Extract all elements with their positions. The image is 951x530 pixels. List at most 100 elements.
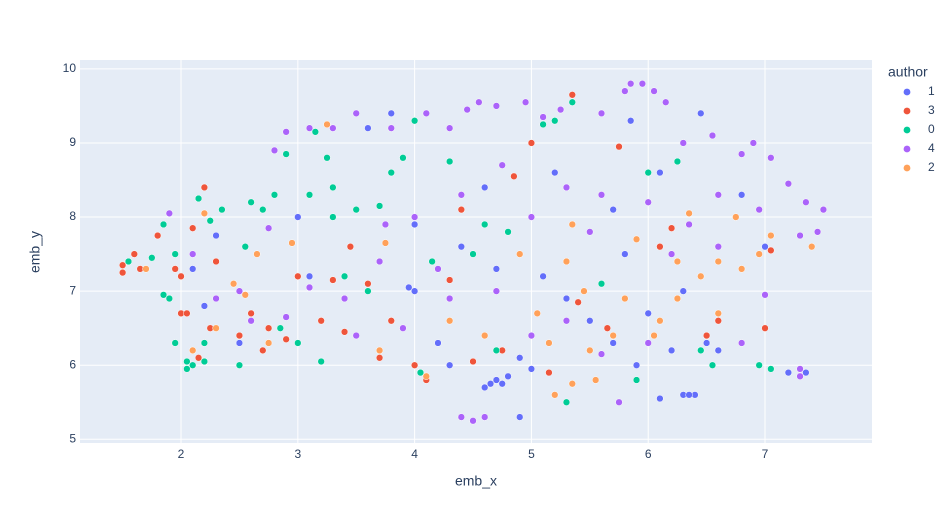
point	[329, 124, 337, 132]
point	[592, 376, 600, 384]
point	[446, 317, 454, 325]
point	[469, 417, 477, 425]
point	[165, 294, 173, 303]
legend-marker[interactable]	[903, 88, 911, 96]
point	[673, 294, 682, 303]
point	[586, 228, 594, 236]
point	[446, 157, 454, 166]
x-tick-label: 4	[411, 447, 418, 461]
point	[714, 191, 722, 199]
point	[521, 98, 530, 106]
legend-marker[interactable]	[903, 107, 911, 115]
point	[294, 272, 302, 280]
point	[568, 98, 576, 106]
point	[381, 239, 390, 247]
point	[504, 372, 512, 380]
point	[235, 331, 244, 340]
x-tick-label: 5	[528, 447, 535, 461]
point	[667, 250, 676, 258]
legend-marker[interactable]	[903, 126, 911, 134]
legend-label[interactable]: 4	[928, 141, 935, 155]
point	[580, 287, 588, 295]
point	[498, 161, 506, 169]
point	[241, 243, 249, 251]
point	[142, 265, 150, 273]
point	[317, 357, 325, 366]
point	[673, 257, 682, 266]
point	[492, 287, 501, 295]
point	[656, 317, 664, 325]
point	[597, 191, 606, 199]
point	[685, 391, 693, 399]
point	[755, 361, 763, 369]
point	[708, 361, 717, 369]
point	[586, 317, 594, 325]
point	[568, 380, 576, 388]
point	[714, 257, 722, 266]
y-tick-label: 6	[69, 357, 76, 371]
point	[159, 291, 168, 299]
point	[469, 357, 477, 366]
point	[130, 250, 138, 258]
point	[481, 331, 489, 340]
point	[656, 394, 664, 403]
legend-marker[interactable]	[903, 164, 911, 172]
point	[416, 368, 425, 377]
legend-label[interactable]: 3	[928, 103, 935, 117]
point	[621, 250, 629, 258]
point	[486, 380, 495, 388]
point	[784, 180, 793, 188]
point	[329, 183, 337, 192]
point	[481, 383, 489, 392]
point	[352, 109, 360, 117]
point	[212, 294, 220, 303]
point	[446, 124, 454, 132]
point	[597, 350, 606, 358]
point	[516, 250, 524, 258]
x-tick-label: 2	[178, 447, 185, 461]
point	[551, 117, 559, 125]
point	[323, 120, 331, 129]
point	[755, 205, 763, 214]
point	[229, 280, 238, 288]
point	[364, 287, 372, 295]
point	[189, 346, 197, 355]
point	[738, 265, 746, 273]
point	[767, 365, 775, 373]
legend-label[interactable]: 1	[928, 84, 935, 98]
point	[761, 291, 769, 299]
point	[410, 213, 419, 221]
legend-marker[interactable]	[903, 145, 911, 153]
point	[667, 346, 676, 355]
y-tick-label: 8	[69, 209, 76, 223]
point	[615, 143, 623, 151]
point	[632, 235, 641, 243]
point	[206, 217, 214, 225]
point	[697, 346, 705, 355]
point	[527, 213, 536, 221]
point	[340, 294, 349, 303]
point	[288, 239, 296, 247]
points	[118, 80, 828, 425]
point	[615, 398, 623, 406]
point	[749, 139, 757, 147]
legend-label[interactable]: 0	[928, 122, 935, 136]
point	[247, 317, 255, 325]
point	[171, 250, 179, 258]
point	[375, 354, 384, 362]
point	[200, 339, 209, 347]
legend-label[interactable]: 2	[928, 160, 935, 174]
point	[457, 191, 465, 199]
point	[755, 250, 763, 258]
point	[457, 413, 465, 421]
point	[154, 231, 162, 240]
point	[702, 331, 711, 340]
point	[212, 231, 220, 240]
point	[364, 280, 372, 288]
point	[685, 220, 693, 229]
y-tick-label: 9	[69, 135, 76, 149]
point	[808, 243, 816, 251]
point	[516, 354, 524, 362]
point	[422, 372, 430, 380]
